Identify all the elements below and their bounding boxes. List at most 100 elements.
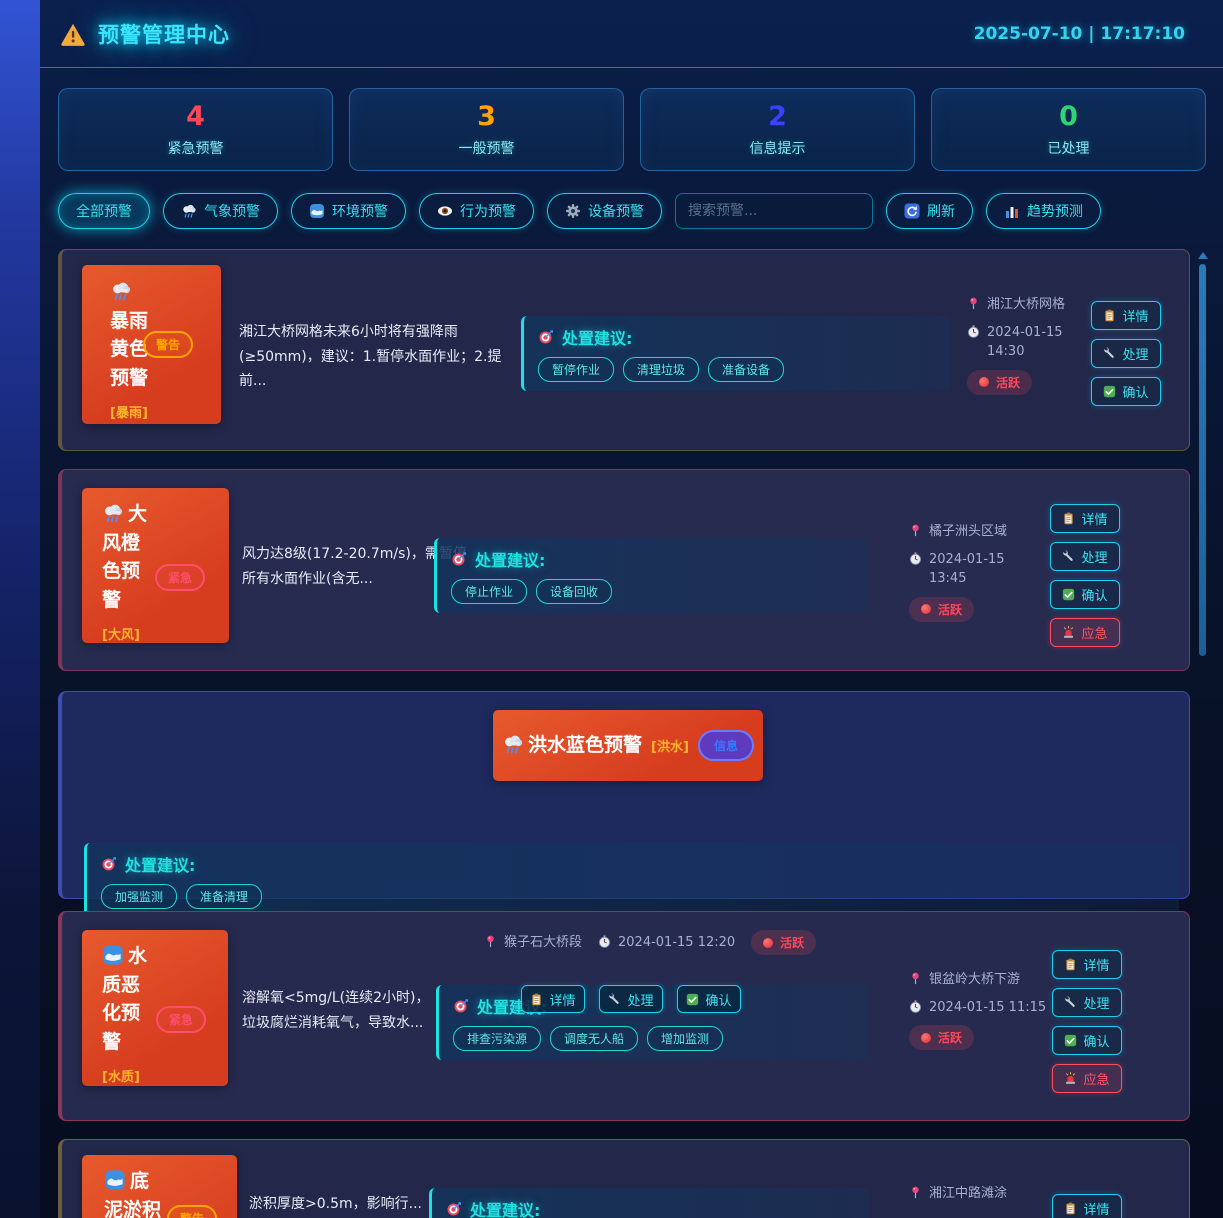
filter-all-button[interactable]: 全部预警 (58, 193, 150, 229)
page-title: 预警管理中心 (98, 22, 230, 47)
warning-icon (60, 21, 86, 47)
trend-forecast-button[interactable]: 趋势预测 (986, 193, 1101, 229)
location-pin-icon (909, 972, 922, 985)
stat-label: 信息提示 (749, 141, 806, 157)
alert-tile: 洪水蓝色预警 [洪水] 信息 (493, 710, 763, 781)
rain-cloud-icon (102, 502, 124, 524)
alert-meta: 银盆岭大桥下游 2024-01-15 11:15 活跃 (909, 970, 1064, 1050)
target-icon (538, 329, 554, 345)
alert-title: 底泥淤积 (104, 1170, 162, 1218)
active-dot-icon (921, 604, 931, 614)
level-badge: 信息 (697, 730, 754, 761)
suggestion-box: 处置建议: (429, 1188, 869, 1218)
handle-label: 处理 (1122, 348, 1149, 363)
detail-button[interactable]: 详情 (1052, 1194, 1122, 1218)
emergency-label: 应急 (1083, 1073, 1110, 1088)
trend-label: 趋势预测 (1027, 203, 1083, 219)
action-buttons: 详情 处理 确认 应急 (1050, 504, 1120, 647)
location-pin-icon (909, 524, 922, 537)
filter-label: 环境预警 (332, 203, 388, 219)
filter-environment-button[interactable]: 环境预警 (291, 193, 406, 229)
suggestion-box: 处置建议: 加强监测 准备清理 (84, 843, 1179, 918)
check-icon (1064, 1034, 1077, 1047)
suggestion-title: 处置建议: (470, 1201, 541, 1218)
refresh-button[interactable]: 刷新 (886, 193, 973, 229)
status-badge: 活跃 (967, 369, 1033, 395)
check-icon (1103, 385, 1116, 398)
siren-icon (1062, 626, 1075, 639)
filter-behavior-button[interactable]: 行为预警 (419, 193, 534, 229)
confirm-button[interactable]: 确认 (1050, 580, 1120, 609)
handle-button[interactable]: 处理 (1052, 988, 1122, 1017)
status-badge: 活跃 (909, 596, 975, 622)
level-badge: 紧急 (154, 564, 205, 591)
suggestion-tag: 排查污染源 (453, 1026, 542, 1051)
detail-button[interactable]: 详情 (1050, 504, 1120, 533)
confirm-button[interactable]: 确认 (677, 985, 741, 1013)
detail-button[interactable]: 详情 (521, 985, 585, 1013)
status-label: 活跃 (996, 375, 1021, 390)
handle-button[interactable]: 处理 (1050, 542, 1120, 571)
scrollbar-thumb[interactable] (1199, 264, 1206, 656)
suggestion-tag: 准备设备 (708, 357, 785, 382)
filter-device-button[interactable]: 设备预警 (547, 193, 662, 229)
suggestion-box: 处置建议: 暂停作业 清理垃圾 准备设备 (521, 316, 951, 391)
refresh-icon (904, 203, 920, 219)
alert-title-block: 水质恶化预警 (102, 942, 156, 1056)
alert-card-rainstorm: 暴雨黄色预警 警告 [暴雨] 湘江大桥网格未来6小时将有强降雨(≥50mm)，建… (58, 249, 1190, 451)
confirm-button[interactable]: 确认 (1052, 1026, 1122, 1055)
alert-time: 2024-01-15 11:15 (929, 999, 1047, 1015)
alert-title: 洪水蓝色预警 (528, 734, 643, 757)
status-label: 活跃 (780, 936, 805, 950)
wrench-icon (1103, 347, 1116, 360)
alert-title-block: 底泥淤积 (104, 1167, 162, 1218)
alert-meta: 橘子洲头区域 2024-01-15 13:45 活跃 (909, 522, 1027, 622)
level-badge: 警告 (166, 1205, 217, 1218)
header: 预警管理中心 2025-07-10 | 17:17:10 (40, 0, 1223, 68)
detail-button[interactable]: 详情 (1091, 301, 1161, 330)
stats-row: 4 紧急预警 3 一般预警 2 信息提示 0 已处理 (40, 68, 1223, 171)
active-dot-icon (979, 377, 989, 387)
rain-cloud-icon (181, 203, 197, 219)
alert-location: 猴子石大桥段 (504, 934, 583, 950)
search-input[interactable] (675, 193, 873, 229)
alert-list: 暴雨黄色预警 警告 [暴雨] 湘江大桥网格未来6小时将有强降雨(≥50mm)，建… (58, 249, 1190, 1218)
suggestion-tag: 暂停作业 (538, 357, 615, 382)
clipboard-icon (1062, 512, 1075, 525)
confirm-button[interactable]: 确认 (1091, 377, 1161, 406)
detail-label: 详情 (1083, 959, 1110, 974)
alert-meta: 湘江大桥网格 2024-01-15 14:30 活跃 (967, 295, 1082, 395)
suggestion-box: 处置建议: 停止作业 设备回收 (434, 538, 870, 613)
confirm-label: 确认 (1081, 589, 1108, 604)
left-accent-strip (0, 0, 40, 1218)
suggestion-tag: 停止作业 (451, 579, 528, 604)
alert-category: [大风] (102, 628, 140, 643)
filter-label: 行为预警 (460, 203, 516, 219)
alert-description: 溶解氧<5mg/L(连续2小时)，垃圾腐烂消耗氧气，导致水... (242, 990, 430, 1031)
detail-label: 详情 (1083, 1203, 1110, 1218)
handle-button[interactable]: 处理 (1091, 339, 1161, 368)
emergency-button[interactable]: 应急 (1052, 1064, 1122, 1093)
suggestion-title: 处置建议: (562, 329, 633, 348)
handle-button[interactable]: 处理 (599, 985, 663, 1013)
filter-weather-button[interactable]: 气象预警 (163, 193, 278, 229)
alert-time: 2024-01-15 14:30 (987, 324, 1063, 360)
alert-card-flood: 洪水蓝色预警 [洪水] 信息 处置建议: 加强监测 准备清理 (58, 691, 1190, 918)
alert-tile: 暴雨黄色预警 警告 [暴雨] (82, 265, 221, 424)
scrollbar-up-arrow-icon[interactable] (1198, 252, 1208, 259)
location-pin-icon (484, 935, 497, 948)
alert-description: 湘江大桥网格未来6小时将有强降雨(≥50mm)，建议：1.暂停水面作业；2.提前… (239, 324, 502, 389)
emergency-button[interactable]: 应急 (1050, 618, 1120, 647)
wrench-icon (608, 993, 621, 1006)
alert-description: 淤积厚度>0.5m，影响行... (249, 1196, 422, 1212)
alert-location: 橘子洲头区域 (929, 524, 1008, 539)
alert-title: 暴雨黄色预警 (110, 309, 149, 389)
alert-location: 湘江大桥网格 (987, 297, 1066, 312)
detail-button[interactable]: 详情 (1052, 950, 1122, 979)
filter-row: 全部预警 气象预警 环境预警 行为预警 设备预警 刷新 (40, 171, 1223, 229)
clock-icon (598, 935, 611, 948)
wrench-icon (1064, 996, 1077, 1009)
rain-cloud-icon (502, 733, 524, 755)
status-label: 活跃 (938, 1031, 963, 1045)
check-icon (1062, 588, 1075, 601)
